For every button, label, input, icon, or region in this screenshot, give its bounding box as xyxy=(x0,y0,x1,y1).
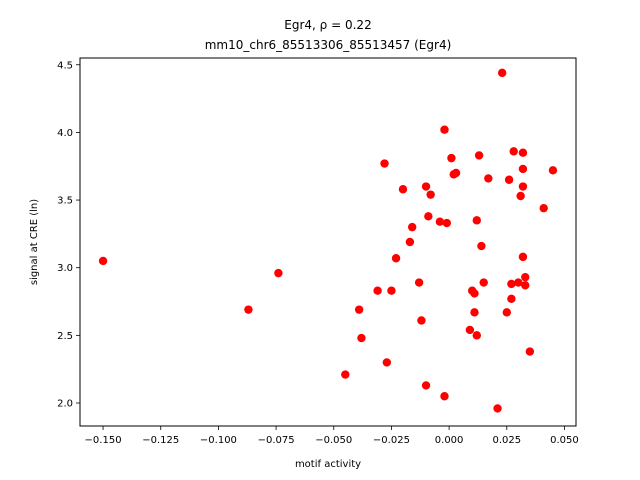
y-tick-label: 2.5 xyxy=(57,331,73,342)
y-tick-label: 3.0 xyxy=(57,263,73,274)
data-point xyxy=(447,153,456,163)
x-tick-label: −0.025 xyxy=(373,435,410,446)
data-point xyxy=(373,286,382,295)
data-point xyxy=(398,185,408,194)
data-point xyxy=(518,252,528,262)
data-point xyxy=(504,175,514,184)
data-point xyxy=(472,331,481,340)
data-point xyxy=(525,347,535,356)
data-point xyxy=(391,254,401,263)
data-point xyxy=(421,381,431,390)
y-axis-ticks: 2.0 2.5 3.0 3.5 4.0 4.5 xyxy=(57,60,80,410)
data-point xyxy=(451,168,461,178)
data-point xyxy=(465,325,475,335)
data-point xyxy=(424,212,433,221)
x-tick-label: −0.100 xyxy=(200,435,237,446)
points-layer xyxy=(98,68,558,413)
y-tick-label: 4.5 xyxy=(57,60,73,71)
data-point xyxy=(380,159,389,168)
data-point xyxy=(408,222,417,232)
data-point xyxy=(357,333,366,343)
data-point xyxy=(509,147,518,156)
y-tick-label: 3.5 xyxy=(57,196,73,207)
data-point xyxy=(426,190,435,199)
data-point xyxy=(548,166,558,175)
chart-title-line1: Egr4, ρ = 0.22 xyxy=(284,18,371,32)
data-point xyxy=(414,278,424,287)
data-point xyxy=(382,358,392,367)
data-point xyxy=(470,308,479,317)
data-point xyxy=(502,308,511,317)
data-point xyxy=(440,125,449,134)
data-point xyxy=(387,286,396,295)
data-point xyxy=(354,305,364,314)
data-point xyxy=(421,182,431,191)
chart-title-line2: mm10_chr6_85513306_85513457 (Egr4) xyxy=(205,38,452,52)
x-axis-label: motif activity xyxy=(295,459,361,470)
data-point xyxy=(521,281,530,290)
data-point xyxy=(405,237,415,247)
data-point xyxy=(493,404,502,413)
data-point xyxy=(341,370,350,379)
data-point xyxy=(98,256,108,266)
x-tick-label: −0.050 xyxy=(315,435,352,446)
x-tick-label: −0.150 xyxy=(85,435,122,446)
data-point xyxy=(518,182,528,191)
data-point xyxy=(516,191,525,201)
data-point xyxy=(274,268,283,278)
data-point xyxy=(479,278,488,287)
data-point xyxy=(497,68,507,78)
data-point xyxy=(521,272,530,282)
data-point xyxy=(244,305,253,314)
data-point xyxy=(518,148,528,157)
x-tick-label: 0.000 xyxy=(435,435,464,446)
data-point xyxy=(470,289,479,298)
x-axis-ticks: −0.150 −0.125 −0.100 −0.075 −0.050 −0.025 0.00… xyxy=(85,426,579,446)
y-axis-label: signal at CRE (ln) xyxy=(29,199,40,285)
data-point xyxy=(472,216,481,225)
data-point xyxy=(477,241,486,251)
data-point xyxy=(474,151,484,160)
y-tick-label: 2.0 xyxy=(57,399,73,410)
data-point xyxy=(539,203,548,213)
data-point xyxy=(442,218,452,228)
x-tick-label: −0.125 xyxy=(142,435,179,446)
data-point xyxy=(507,279,516,289)
x-tick-label: 0.050 xyxy=(550,435,579,446)
data-point xyxy=(440,392,449,401)
y-tick-label: 4.0 xyxy=(57,128,73,139)
x-tick-label: 0.025 xyxy=(492,435,521,446)
data-point xyxy=(484,174,493,183)
plot-area-frame xyxy=(79,57,577,427)
data-point xyxy=(518,164,528,174)
x-tick-label: −0.075 xyxy=(258,435,295,446)
data-point xyxy=(435,217,445,226)
data-point xyxy=(507,294,516,304)
data-point xyxy=(514,278,523,287)
data-point xyxy=(417,316,426,325)
